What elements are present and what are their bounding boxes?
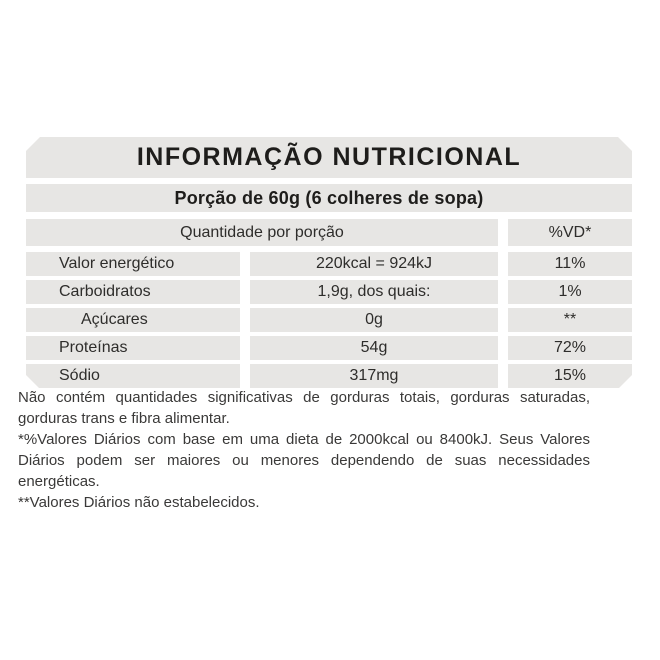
nutrient-vd: 1% (508, 280, 632, 304)
nutrient-vd: ** (508, 308, 632, 332)
nutrient-vd: 11% (508, 252, 632, 276)
table-row: Açúcares 0g ** (26, 308, 632, 332)
nutrient-value: 1,9g, dos quais: (250, 280, 498, 304)
quantity-per-serving-header: Quantidade por porção (26, 219, 498, 246)
table-row: Proteínas 54g 72% (26, 336, 632, 360)
footnotes: Não contém quantidades significativas de… (18, 387, 590, 513)
nutrient-name: Valor energético (26, 252, 240, 276)
nutrient-value: 54g (250, 336, 498, 360)
table-row: Valor energético 220kcal = 924kJ 11% (26, 252, 632, 276)
table-row: Sódio 317mg 15% (26, 364, 632, 388)
nutrient-value: 0g (250, 308, 498, 332)
footnote-daily-values-not-established: **Valores Diários não estabelecidos. (18, 494, 260, 511)
footnote-daily-values-basis: *%Valores Diários com base em uma dieta … (18, 431, 590, 490)
nutrient-name: Carboidratos (26, 280, 240, 304)
table-row: Carboidratos 1,9g, dos quais: 1% (26, 280, 632, 304)
serving-size-line: Porção de 60g (6 colheres de sopa) (26, 184, 632, 212)
nutrient-vd: 15% (508, 364, 632, 388)
nutrition-facts-table: INFORMAÇÃO NUTRICIONAL Porção de 60g (6 … (26, 137, 632, 392)
daily-value-header: %VD* (508, 219, 632, 246)
nutrient-name: Sódio (26, 364, 240, 388)
footnote-no-significant-amounts: Não contém quantidades significativas de… (18, 389, 590, 427)
table-header-row: Quantidade por porção %VD* (26, 219, 632, 246)
nutrient-name: Proteínas (26, 336, 240, 360)
nutrition-table-title: INFORMAÇÃO NUTRICIONAL (26, 137, 632, 178)
nutrient-value: 220kcal = 924kJ (250, 252, 498, 276)
nutrient-name: Açúcares (26, 308, 240, 332)
nutrient-value: 317mg (250, 364, 498, 388)
nutrient-vd: 72% (508, 336, 632, 360)
